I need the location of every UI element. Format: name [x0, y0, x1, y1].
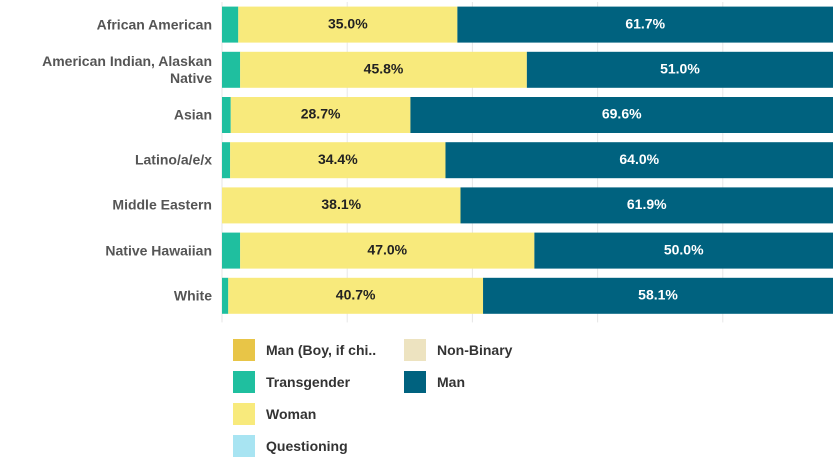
bar-segment	[230, 142, 446, 179]
bar-segment	[240, 51, 527, 88]
bar-segment	[222, 142, 231, 179]
plot-area: 35.0% 61.7% 45.8% 51.0% 28.7% 69.6% 34.4% 64.0%…	[221, 2, 833, 323]
bar-segment	[228, 277, 484, 314]
data-label: 40.7%	[336, 287, 376, 303]
data-label: 64.0%	[619, 151, 659, 167]
data-label: 58.1%	[638, 287, 678, 303]
bar-segment	[238, 6, 458, 43]
data-label: 61.9%	[627, 196, 667, 212]
bar-segment	[222, 187, 461, 224]
bar-segment	[230, 97, 411, 133]
data-label: 35.0%	[328, 15, 368, 31]
y-tick-label: White	[173, 287, 212, 304]
y-tick-label: Middle Eastern	[112, 196, 212, 213]
bar-segment	[460, 187, 833, 224]
bar-segment	[222, 232, 241, 269]
legend-swatch	[233, 403, 255, 425]
legend-label: Man (Boy, if chi..	[266, 342, 377, 358]
bar-segment	[222, 97, 231, 133]
data-label: 38.1%	[321, 196, 361, 212]
bar-segment	[222, 6, 239, 43]
data-label: 34.4%	[318, 151, 358, 167]
data-label: 45.8%	[364, 61, 404, 77]
bar-segment	[445, 142, 833, 179]
legend-label: Woman	[266, 406, 317, 422]
y-tick-label: African American	[96, 16, 212, 33]
data-label: 69.6%	[602, 106, 642, 122]
bar-segment	[483, 277, 833, 314]
legend-swatch	[233, 371, 255, 393]
legend-swatch	[233, 339, 255, 361]
bar-segment	[410, 97, 833, 133]
bar-segment	[534, 232, 833, 269]
legend-label: Transgender	[266, 374, 351, 390]
bar-segment	[526, 51, 833, 88]
y-tick-label: Asian	[173, 106, 212, 123]
legend-label: Questioning	[266, 438, 348, 454]
bar-segment	[457, 6, 833, 43]
y-tick-label: Native Hawaiian	[105, 242, 212, 259]
legend-swatch	[233, 435, 255, 457]
legend-swatch	[404, 339, 426, 361]
legend-swatch	[404, 371, 426, 393]
data-label: 50.0%	[664, 241, 704, 257]
legend-label: Man	[437, 374, 465, 390]
data-label: 51.0%	[660, 61, 700, 77]
bar-segment	[222, 51, 241, 88]
bar-segment	[240, 232, 535, 269]
y-tick-label: American Indian, Alaskan Native	[42, 52, 212, 86]
legend-label: Non-Binary	[437, 342, 513, 358]
y-tick-label: Latino/a/e/x	[134, 151, 212, 168]
data-label: 47.0%	[367, 241, 407, 257]
bar-segment	[222, 277, 229, 314]
data-label: 61.7%	[625, 15, 665, 31]
data-label: 28.7%	[301, 106, 341, 122]
